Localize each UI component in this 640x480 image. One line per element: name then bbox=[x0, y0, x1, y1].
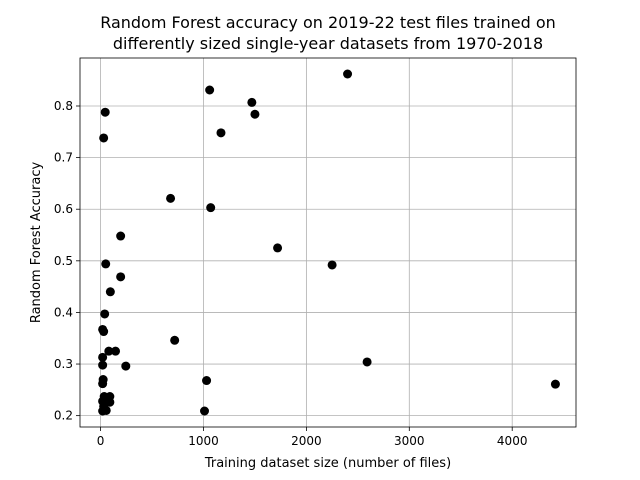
grid bbox=[80, 58, 576, 427]
axis-ticks: 0 1000 2000 3000 4000 0.2 0.3 0.4 0.5 0.6 0.7 0.8 bbox=[54, 99, 528, 448]
y-tick-label: 0.4 bbox=[54, 305, 73, 319]
data-point bbox=[99, 133, 109, 143]
data-point bbox=[105, 287, 115, 297]
x-tick-label: 1000 bbox=[188, 434, 219, 448]
data-point bbox=[101, 259, 111, 269]
data-point bbox=[362, 357, 372, 367]
x-tick-label: 3000 bbox=[394, 434, 425, 448]
data-point bbox=[100, 107, 110, 117]
data-point bbox=[116, 231, 126, 241]
data-point bbox=[550, 379, 560, 389]
chart-title-line-1: Random Forest accuracy on 2019-22 test f… bbox=[100, 13, 556, 32]
data-point bbox=[205, 85, 215, 95]
data-point bbox=[99, 327, 109, 337]
plot-area-frame bbox=[79, 57, 577, 428]
y-tick-label: 0.5 bbox=[54, 254, 73, 268]
y-axis-label: Random Forest Accuracy bbox=[29, 162, 44, 324]
data-point bbox=[273, 243, 283, 253]
data-point bbox=[101, 405, 111, 415]
data-point bbox=[206, 203, 216, 213]
y-tick-label: 0.6 bbox=[54, 202, 73, 216]
data-point bbox=[343, 69, 353, 79]
x-axis-label: Training dataset size (number of files) bbox=[204, 456, 451, 471]
data-point bbox=[247, 97, 257, 107]
data-point bbox=[98, 360, 108, 370]
data-point bbox=[98, 379, 108, 389]
y-tick-label: 0.2 bbox=[54, 409, 73, 423]
data-point bbox=[250, 109, 260, 119]
data-point bbox=[170, 335, 180, 345]
x-tick-label: 2000 bbox=[291, 434, 322, 448]
data-point bbox=[98, 352, 108, 362]
data-points bbox=[98, 69, 560, 416]
data-point bbox=[100, 309, 110, 319]
data-point bbox=[116, 272, 126, 282]
x-tick-label: 4000 bbox=[497, 434, 528, 448]
x-tick-label: 0 bbox=[97, 434, 105, 448]
data-point bbox=[200, 406, 210, 416]
data-point bbox=[111, 346, 121, 356]
y-tick-label: 0.8 bbox=[54, 99, 73, 113]
y-tick-label: 0.7 bbox=[54, 151, 73, 165]
data-point bbox=[202, 376, 212, 386]
data-point bbox=[327, 260, 337, 270]
y-tick-label: 0.3 bbox=[54, 357, 73, 371]
data-point bbox=[216, 128, 226, 138]
data-point bbox=[104, 346, 114, 356]
data-point bbox=[121, 361, 131, 371]
data-point bbox=[166, 193, 176, 203]
chart-title-line-2: differently sized single-year datasets f… bbox=[113, 34, 543, 53]
